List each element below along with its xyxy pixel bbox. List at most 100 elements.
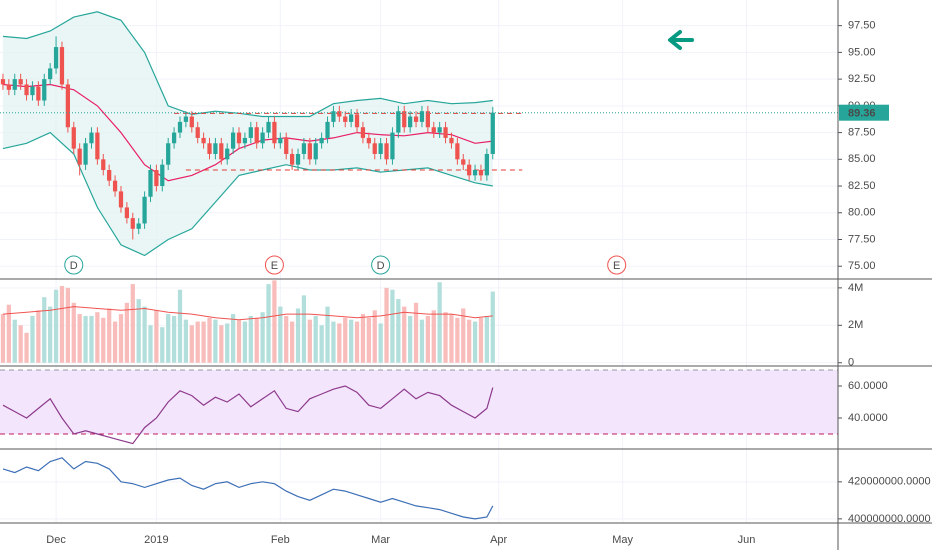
volume-bar — [42, 297, 47, 363]
volume-bar — [112, 321, 118, 363]
volume-bar — [101, 317, 106, 363]
volume-bar — [478, 317, 484, 363]
volume-bar — [124, 302, 130, 363]
candle-body — [242, 137, 248, 144]
volume-bar — [136, 299, 141, 363]
band-fill — [2, 11, 493, 256]
volume-bar — [242, 321, 248, 363]
candle-body — [18, 79, 23, 85]
volume-bar — [443, 312, 448, 363]
y-tick-label: 87.50 — [848, 126, 876, 138]
candle-body — [189, 116, 194, 128]
candle-body — [360, 127, 366, 138]
candle-body — [272, 121, 277, 144]
x-tick-label: Mar — [371, 534, 390, 546]
candle-body — [372, 143, 377, 154]
volume-bar — [349, 319, 354, 363]
event-label: E — [613, 260, 620, 272]
volume-bar — [266, 284, 271, 363]
volume-bar — [289, 321, 295, 363]
candle-body — [142, 196, 147, 224]
volume-bar — [142, 306, 147, 363]
volume-bar — [467, 319, 472, 363]
candle-body — [6, 84, 11, 90]
volume-bar — [95, 312, 100, 363]
candle-body — [95, 132, 100, 160]
candle-body — [118, 191, 124, 208]
candle-body — [101, 159, 106, 171]
volume-bar — [390, 289, 395, 363]
candle-body — [225, 148, 230, 160]
volume-bar — [189, 325, 194, 363]
x-tick-label: Dec — [46, 534, 66, 546]
y-tick-label: 2M — [848, 319, 863, 331]
volume-bar — [36, 310, 41, 363]
band-line — [2, 131, 493, 257]
volume-bar — [402, 306, 407, 363]
event-label: D — [70, 260, 78, 272]
volume-bar — [313, 315, 318, 363]
candle-body — [230, 132, 236, 149]
volume-bar — [307, 319, 312, 363]
candle-body — [219, 143, 224, 160]
volume-bar — [207, 317, 212, 363]
volume-bar — [154, 310, 159, 363]
arrow[interactable] — [668, 30, 694, 50]
y-tick-label: 80.00 — [848, 207, 876, 219]
candle-body — [484, 153, 489, 176]
volume-bar — [343, 317, 348, 363]
volume-bar — [437, 282, 442, 363]
volume-bar — [171, 315, 177, 363]
volume-bar — [461, 308, 466, 363]
event-marker — [607, 255, 627, 275]
candle-body — [12, 79, 17, 90]
y-tick-label: 60.0000 — [848, 380, 888, 392]
candle-body — [71, 127, 76, 149]
volume-bar — [195, 321, 200, 363]
volume-bar — [419, 319, 425, 363]
candle-body — [301, 143, 307, 154]
candle-body — [295, 153, 301, 165]
volume-bar — [0, 314, 6, 363]
y-tick-label: 95.00 — [848, 46, 876, 58]
candle-body — [195, 127, 200, 138]
event-label: D — [377, 260, 385, 272]
candle-body — [83, 143, 88, 165]
candle-body — [65, 84, 70, 128]
candle-body — [236, 132, 242, 144]
candle-body — [289, 153, 295, 165]
candle-body — [284, 137, 289, 154]
y-tick-label: 40.0000 — [848, 412, 888, 424]
candle-body — [154, 170, 159, 187]
arrow-icon[interactable] — [668, 30, 694, 50]
event-marker — [264, 255, 284, 275]
candle-body — [112, 180, 118, 192]
volume-bar — [284, 315, 289, 363]
volume-bar — [177, 289, 183, 363]
candle-body — [24, 84, 29, 96]
candle-body — [266, 121, 271, 133]
candle-body — [378, 143, 383, 154]
candle-body — [0, 79, 6, 85]
volume-bar — [71, 302, 76, 363]
volume-bar — [201, 321, 206, 363]
candle-body — [248, 127, 253, 138]
candle-body — [461, 159, 466, 165]
candle-body — [53, 47, 59, 69]
last-price-label: 89.36 — [848, 108, 876, 120]
candle-body — [413, 116, 419, 122]
volume-bar — [425, 315, 430, 363]
y-tick-label: 400000000.0000 — [848, 513, 931, 525]
volume-bar — [53, 289, 59, 363]
volume-bar — [18, 325, 23, 363]
candle-body — [160, 164, 165, 187]
volume-bar — [236, 319, 242, 363]
volume-bar — [183, 319, 189, 363]
volume-bar — [30, 315, 35, 363]
volume-bar — [413, 302, 419, 363]
candle-body — [449, 137, 454, 144]
x-tick-label: May — [612, 534, 633, 546]
volume-bar — [354, 321, 360, 363]
